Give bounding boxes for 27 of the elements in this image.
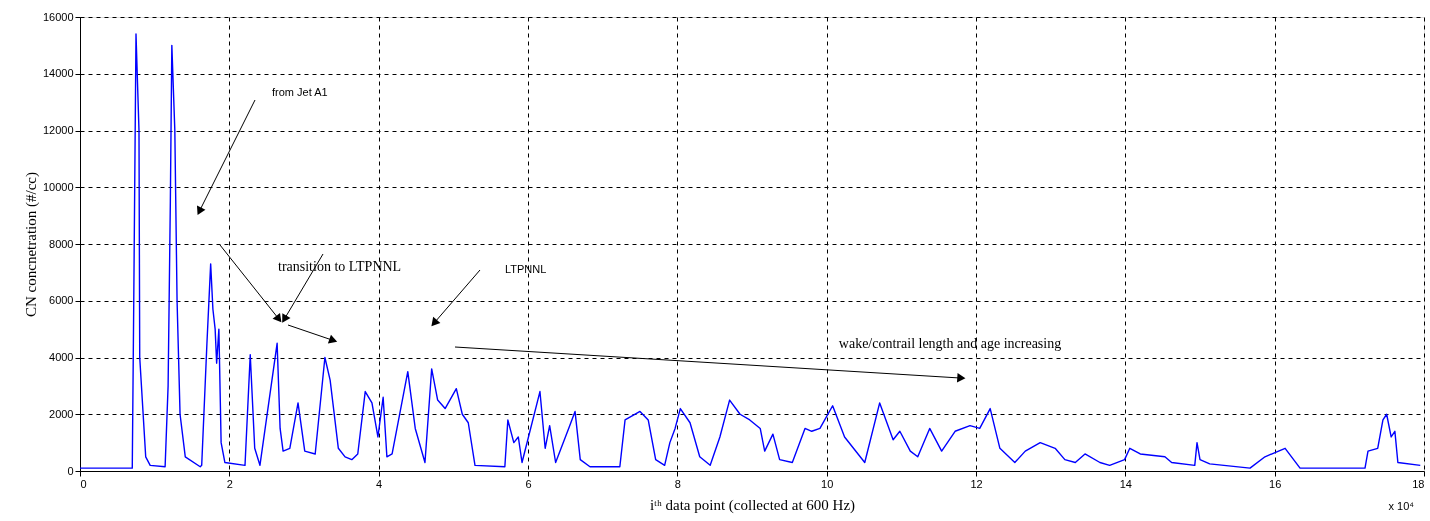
y-tick-label: 8000 (49, 237, 74, 250)
x-tick-label: 4 (376, 477, 383, 490)
annotation: wake/contrail length and age increasing (838, 336, 1062, 351)
x-tick-label: 10 (821, 477, 834, 490)
x-axis-title: iᵗʰ data point (collected at 600 Hz) (649, 496, 856, 514)
x-tick-label: 6 (525, 477, 532, 490)
x-tick-label: 0 (80, 477, 87, 490)
x-tick-label: 2 (226, 477, 233, 490)
x-tick-label: 16 (1269, 477, 1282, 490)
y-tick-label: 6000 (49, 294, 74, 307)
text: x 10⁴ (1388, 500, 1415, 512)
y-tick-label: 10000 (42, 180, 74, 193)
y-tick-label: 12000 (42, 124, 74, 136)
x-tick-label: 12 (970, 477, 983, 490)
x-tick-label: 8 (674, 477, 681, 490)
annotation: from Jet A1 (272, 86, 328, 98)
annotation: LTPNNL (505, 263, 547, 275)
x-tick-label: 18 (1412, 477, 1425, 490)
y-tick-label: 0 (67, 464, 74, 477)
y-axis-title: CN concnetration (#/cc) (22, 172, 40, 317)
y-tick-label: 4000 (49, 351, 74, 363)
y-tick-label: 16000 (42, 10, 74, 23)
line-series (79, 33, 1421, 469)
annotation: transition to LTPNNL (278, 259, 402, 274)
y-tick-label: 14000 (42, 67, 74, 80)
y-tick-label: 2000 (49, 407, 74, 420)
x-tick-label: 14 (1119, 477, 1132, 490)
